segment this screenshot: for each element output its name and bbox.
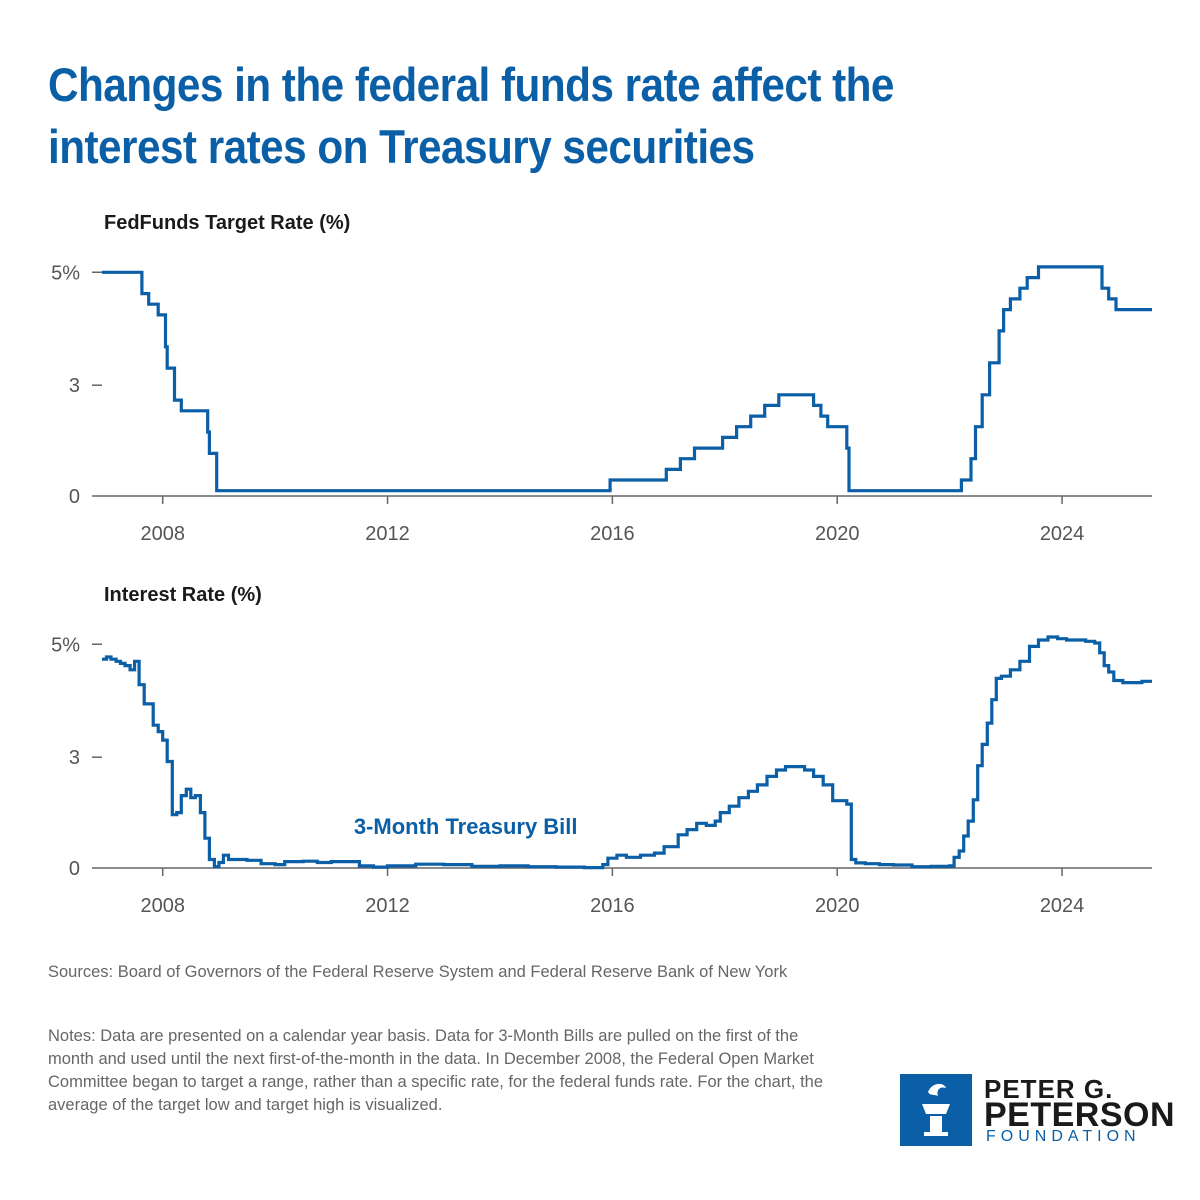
logo-line3: FOUNDATION — [986, 1128, 1141, 1145]
fedfunds-y-tick-label: 5% — [51, 262, 80, 284]
interest-x-tick-label: 2008 — [140, 895, 185, 917]
interest-y-tick-label: 0 — [69, 858, 80, 880]
fedfunds-x-tick-label: 2016 — [590, 523, 635, 545]
interest-x-tick-label: 2012 — [365, 895, 410, 917]
interest-series-line — [102, 635, 1152, 870]
fedfunds-y-tick-label: 0 — [69, 486, 80, 508]
fedfunds-x-tick-label: 2008 — [140, 523, 185, 545]
fedfunds-series-line — [102, 265, 1152, 493]
sources-note: Sources: Board of Governors of the Feder… — [48, 963, 788, 981]
notes-text: Notes: Data are presented on a calendar … — [48, 1027, 824, 1114]
fedfunds-x-tick-label: 2024 — [1040, 523, 1085, 545]
fedfunds-y-tick-label: 3 — [69, 375, 80, 397]
treasury-bill-annotation: 3-Month Treasury Bill — [354, 814, 578, 839]
torch-icon — [900, 1074, 972, 1146]
fedfunds-x-tick-label: 2012 — [365, 523, 410, 545]
fedfunds-panel-title: FedFunds Target Rate (%) — [104, 212, 351, 234]
interest-x-tick-label: 2020 — [815, 895, 860, 917]
peterson-foundation-logo: PETER G. PETERSON FOUNDATION — [900, 1074, 1175, 1146]
fedfunds-x-tick-label: 2020 — [815, 523, 860, 545]
logo-line2: PETERSON — [984, 1096, 1176, 1134]
logo-line1: PETER G. — [984, 1074, 1114, 1104]
interest-x-tick-label: 2016 — [590, 895, 635, 917]
charts-canvas: 0 3 5% 2008 2012 2016 2020 2024 0 3 5% 2008 2012 2016… — [51, 262, 1152, 917]
chart-title: Changes in the federal funds rate affect… — [48, 58, 894, 173]
interest-y-tick-label: 5% — [51, 634, 80, 656]
interest-panel-title: Interest Rate (%) — [104, 584, 262, 606]
interest-y-tick-label: 3 — [69, 747, 80, 769]
interest-x-tick-label: 2024 — [1040, 895, 1085, 917]
